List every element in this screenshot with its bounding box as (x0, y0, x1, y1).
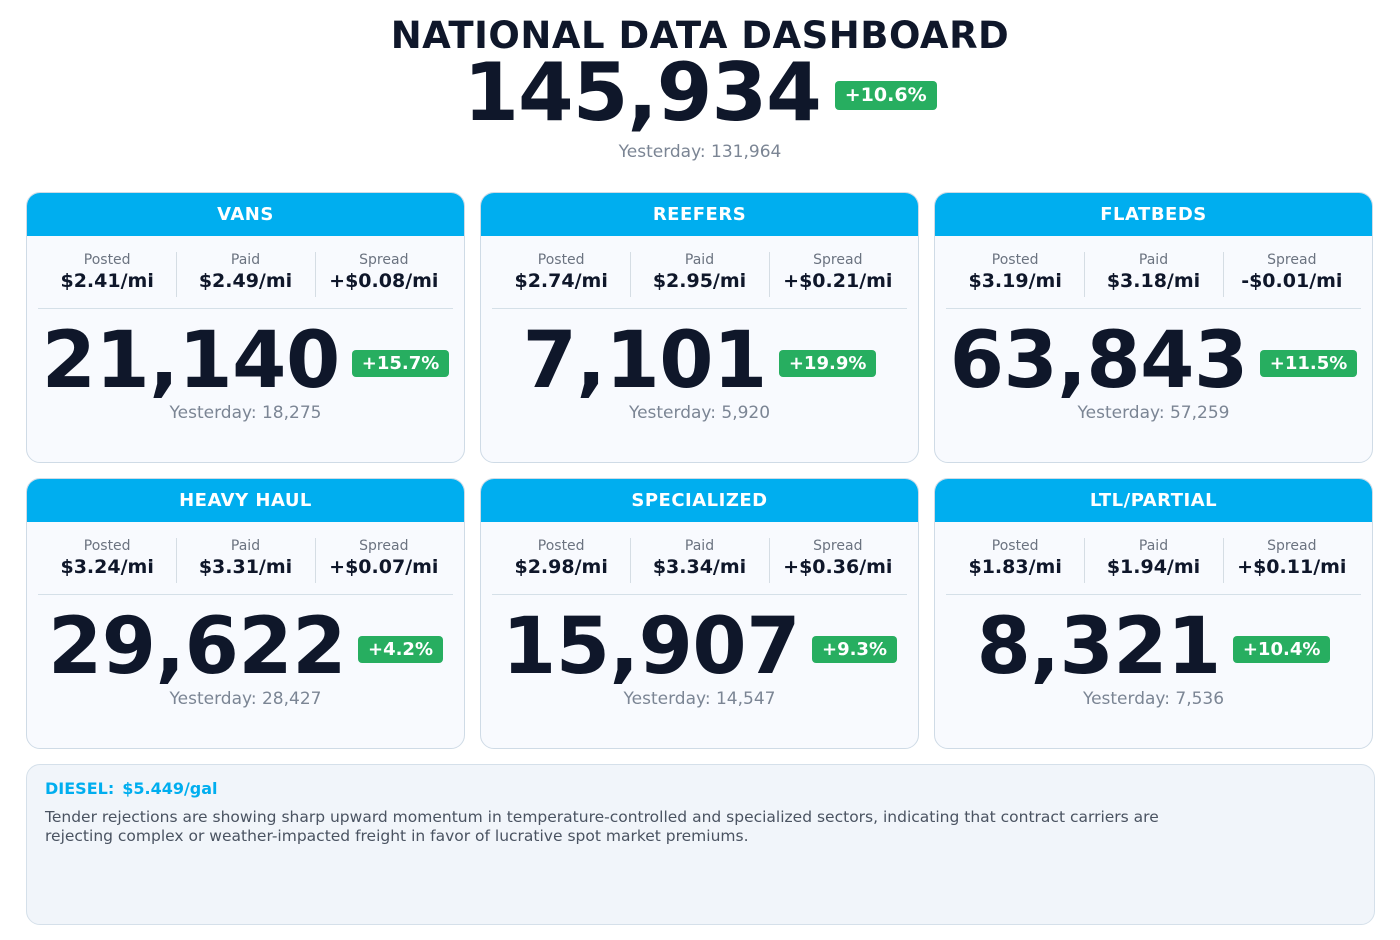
card-title: SPECIALIZED (481, 479, 918, 522)
change-badge: +10.4% (1232, 635, 1331, 663)
card-flatbeds: FLATBEDS Posted $3.19/mi Paid $3.18/mi Spr… (934, 192, 1373, 463)
rate-value: -$0.01/mi (1241, 270, 1343, 292)
page-title: NATIONAL DATA DASHBOARD (390, 14, 1010, 57)
total-yesterday: Yesterday: 131,964 (618, 142, 782, 162)
rate-label: Posted (537, 252, 585, 268)
load-count: 7,101 (522, 316, 768, 406)
load-count: 8,321 (976, 602, 1222, 692)
card-heavy-haul: HEAVY HAUL Posted $3.24/mi Paid $3.31/mi S… (26, 478, 465, 749)
rates-row: Posted $1.83/mi Paid $1.94/mi Spread +$0.11… (946, 538, 1361, 595)
rate-value: $3.18/mi (1106, 270, 1201, 292)
change-badge: +19.9% (778, 349, 877, 377)
rate-label: Paid (1138, 538, 1169, 554)
rates-row: Posted $2.98/mi Paid $3.34/mi Spread +$0.36… (492, 538, 907, 595)
rate-value: $2.49/mi (198, 270, 293, 292)
rate-value: $1.94/mi (1106, 556, 1201, 578)
total-change-badge: +10.6% (834, 80, 937, 110)
diesel-price: DIESEL: $5.449/gal (45, 779, 1356, 799)
card-title: REEFERS (481, 193, 918, 236)
card-title: HEAVY HAUL (27, 479, 464, 522)
card-specialized: SPECIALIZED Posted $2.98/mi Paid $3.34/mi … (480, 478, 919, 749)
yesterday-count: Yesterday: 57,259 (1077, 403, 1230, 423)
card-title: FLATBEDS (935, 193, 1372, 236)
rates-row: Posted $3.24/mi Paid $3.31/mi Spread +$0.07… (38, 538, 453, 595)
change-badge: +4.2% (357, 635, 443, 663)
count-row: 8,321 +10.4% (935, 605, 1372, 689)
rates-row: Posted $3.19/mi Paid $3.18/mi Spread -$0.01… (946, 252, 1361, 309)
rate-label: Spread (359, 538, 409, 554)
count-row: 7,101 +19.9% (481, 319, 918, 403)
rate-value: +$0.36/mi (783, 556, 893, 578)
rate-label: Paid (684, 538, 715, 554)
card-ltl-partial: LTL/PARTIAL Posted $1.83/mi Paid $1.94/mi … (934, 478, 1373, 749)
yesterday-count: Yesterday: 5,920 (628, 403, 771, 423)
rate-label: Posted (537, 538, 585, 554)
yesterday-count: Yesterday: 7,536 (1082, 689, 1225, 709)
rate-label: Posted (991, 252, 1039, 268)
rate-value: +$0.08/mi (329, 270, 439, 292)
rate-label: Posted (83, 252, 131, 268)
rate-value: $2.95/mi (652, 270, 747, 292)
card-vans: VANS Posted $2.41/mi Paid $2.49/mi Spread +… (26, 192, 465, 463)
market-notes-panel: DIESEL: $5.449/gal Tender rejections are … (26, 764, 1375, 925)
rate-label: Posted (83, 538, 131, 554)
change-badge: +9.3% (811, 635, 897, 663)
load-count: 63,843 (949, 316, 1249, 406)
rate-label: Posted (991, 538, 1039, 554)
count-row: 21,140 +15.7% (27, 319, 464, 403)
load-count: 29,622 (47, 602, 347, 692)
change-badge: +15.7% (351, 349, 450, 377)
count-row: 63,843 +11.5% (935, 319, 1372, 403)
change-badge: +11.5% (1259, 349, 1358, 377)
yesterday-count: Yesterday: 18,275 (169, 403, 322, 423)
rate-value: $2.98/mi (514, 556, 608, 578)
total-row: 145,934 +10.6% (0, 46, 1400, 139)
dashboard-header: NATIONAL DATA DASHBOARD 145,934 +10.6% Y… (0, 14, 1400, 162)
rate-label: Spread (1267, 252, 1317, 268)
rate-label: Paid (230, 252, 261, 268)
rate-value: $3.31/mi (198, 556, 293, 578)
card-reefers: REEFERS Posted $2.74/mi Paid $2.95/mi Spre… (480, 192, 919, 463)
rate-label: Paid (230, 538, 261, 554)
card-title: LTL/PARTIAL (935, 479, 1372, 522)
rate-value: $3.24/mi (60, 556, 154, 578)
rates-row: Posted $2.41/mi Paid $2.49/mi Spread +$0.08… (38, 252, 453, 309)
rate-value: $2.41/mi (60, 270, 154, 292)
load-count: 15,907 (501, 602, 801, 692)
rate-value: $3.34/mi (652, 556, 747, 578)
market-commentary: Tender rejections are showing sharp upwa… (45, 808, 1159, 845)
diesel-value: $5.449/gal (122, 779, 218, 798)
diesel-label: DIESEL: (45, 779, 115, 798)
rate-value: $3.19/mi (968, 270, 1062, 292)
rate-label: Spread (359, 252, 409, 268)
count-row: 15,907 +9.3% (481, 605, 918, 689)
total-count: 145,934 (463, 46, 821, 139)
rate-label: Spread (813, 252, 863, 268)
rate-value: +$0.11/mi (1237, 556, 1347, 578)
rate-value: $1.83/mi (968, 556, 1062, 578)
yesterday-count: Yesterday: 28,427 (169, 689, 322, 709)
rate-value: +$0.07/mi (329, 556, 439, 578)
rate-label: Spread (813, 538, 863, 554)
rate-value: +$0.21/mi (783, 270, 893, 292)
rate-label: Spread (1267, 538, 1317, 554)
rates-row: Posted $2.74/mi Paid $2.95/mi Spread +$0.21… (492, 252, 907, 309)
card-title: VANS (27, 193, 464, 236)
load-count: 21,140 (41, 316, 341, 406)
rate-value: $2.74/mi (514, 270, 608, 292)
rate-label: Paid (1138, 252, 1169, 268)
rate-label: Paid (684, 252, 715, 268)
count-row: 29,622 +4.2% (27, 605, 464, 689)
yesterday-count: Yesterday: 14,547 (623, 689, 776, 709)
